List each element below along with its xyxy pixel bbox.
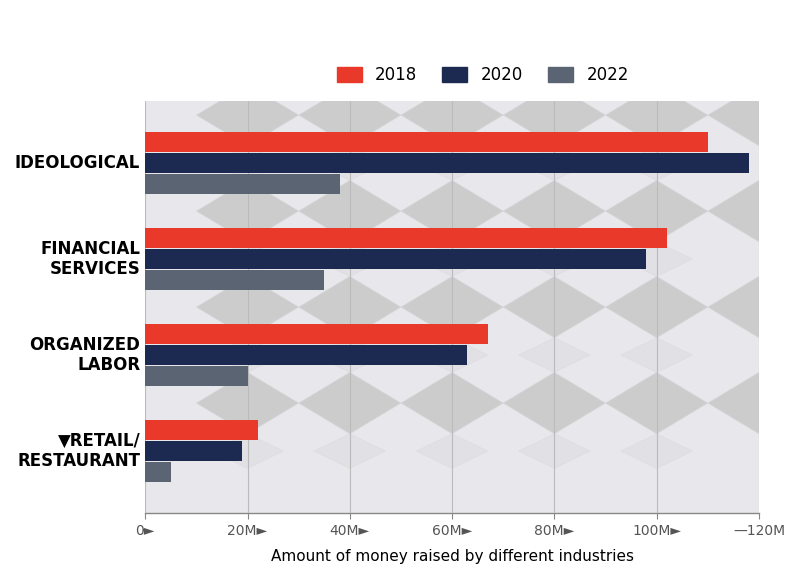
Polygon shape xyxy=(314,434,386,468)
Polygon shape xyxy=(416,434,488,468)
Polygon shape xyxy=(401,372,503,434)
Polygon shape xyxy=(401,276,503,338)
Bar xyxy=(146,153,749,173)
Polygon shape xyxy=(606,85,708,146)
Polygon shape xyxy=(298,181,401,242)
Polygon shape xyxy=(212,434,283,468)
Bar xyxy=(146,249,646,269)
Polygon shape xyxy=(606,372,708,434)
Polygon shape xyxy=(518,146,590,181)
Polygon shape xyxy=(708,181,800,242)
Polygon shape xyxy=(298,85,401,146)
Polygon shape xyxy=(518,434,590,468)
Polygon shape xyxy=(196,181,298,242)
Polygon shape xyxy=(401,85,503,146)
Polygon shape xyxy=(416,146,488,181)
Polygon shape xyxy=(212,338,283,372)
Polygon shape xyxy=(314,242,386,276)
Bar xyxy=(146,345,467,365)
Polygon shape xyxy=(708,372,800,434)
Bar xyxy=(146,174,339,195)
Bar xyxy=(146,366,247,386)
Polygon shape xyxy=(298,276,401,338)
Polygon shape xyxy=(196,372,298,434)
Polygon shape xyxy=(314,338,386,372)
Polygon shape xyxy=(621,242,693,276)
Legend: 2018, 2020, 2022: 2018, 2020, 2022 xyxy=(330,60,635,91)
Bar xyxy=(146,462,171,482)
Bar xyxy=(146,324,488,344)
Polygon shape xyxy=(503,181,606,242)
Polygon shape xyxy=(298,372,401,434)
Polygon shape xyxy=(416,242,488,276)
Polygon shape xyxy=(518,242,590,276)
Polygon shape xyxy=(314,146,386,181)
Polygon shape xyxy=(196,85,298,146)
Polygon shape xyxy=(621,146,693,181)
Bar xyxy=(146,441,242,461)
Polygon shape xyxy=(416,338,488,372)
Polygon shape xyxy=(606,181,708,242)
Polygon shape xyxy=(708,85,800,146)
Polygon shape xyxy=(708,276,800,338)
Polygon shape xyxy=(212,242,283,276)
Polygon shape xyxy=(606,276,708,338)
Polygon shape xyxy=(196,276,298,338)
Polygon shape xyxy=(503,85,606,146)
Polygon shape xyxy=(621,434,693,468)
Polygon shape xyxy=(518,338,590,372)
Polygon shape xyxy=(212,146,283,181)
Bar xyxy=(146,420,258,440)
Polygon shape xyxy=(503,372,606,434)
Bar xyxy=(146,228,667,248)
Polygon shape xyxy=(401,181,503,242)
X-axis label: Amount of money raised by different industries: Amount of money raised by different indu… xyxy=(270,549,634,564)
Polygon shape xyxy=(621,338,693,372)
Bar xyxy=(146,132,708,152)
Bar xyxy=(146,270,324,290)
Polygon shape xyxy=(503,276,606,338)
